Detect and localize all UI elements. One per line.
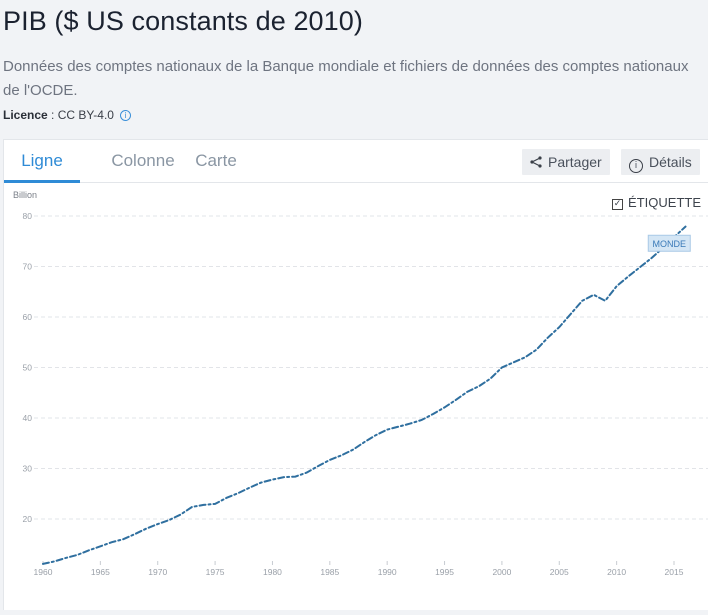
checkbox-checked-icon[interactable]: ✓ <box>612 199 624 210</box>
series-line-monde <box>42 225 687 565</box>
licence-line: Licence : CC BY-4.0 i <box>3 108 131 122</box>
series-label-text: MONDE <box>653 239 687 249</box>
series-label-box <box>647 234 691 252</box>
x-tick-label: 1960 <box>34 567 53 577</box>
y-tick-label: 80 <box>23 211 33 221</box>
x-tick-label: 2000 <box>492 567 511 577</box>
tab-carte[interactable]: Carte <box>195 151 237 170</box>
licence-label: Licence <box>3 108 48 122</box>
page-title: PIB ($ US constants de 2010) <box>3 6 363 36</box>
tab-ligne[interactable]: Ligne <box>4 140 80 183</box>
share-icon <box>530 150 542 176</box>
chart-canvas: 20 30 40 50 60 70 80 1960 1965 1970 1975 1980 1985 19… <box>23 211 708 577</box>
y-tick-label: 30 <box>23 464 33 474</box>
x-tick-label: 2005 <box>550 567 569 577</box>
x-tick-label: 2015 <box>665 567 684 577</box>
label-toggle-text: ÉTIQUETTE <box>628 195 701 210</box>
tab-colonne[interactable]: Colonne <box>111 151 175 170</box>
share-label: Partager <box>548 154 602 170</box>
series-label: MONDE <box>647 234 691 252</box>
chart-panel: Ligne Colonne Carte Partager i Détails Bi… <box>3 139 708 610</box>
licence-value: CC BY-4.0 <box>57 108 114 122</box>
y-tick-label: 70 <box>23 262 33 272</box>
source-description: Données des comptes nationaux de la Banq… <box>3 58 689 99</box>
info-circle-icon[interactable]: i <box>119 110 131 121</box>
x-tick-label: 1980 <box>263 567 282 577</box>
details-label: Détails <box>649 154 692 170</box>
line-chart: Billion ✓ ÉTIQUETTE 20 30 40 50 60 70 80 1960 196… <box>4 183 708 610</box>
chart-type-tabs: Ligne Colonne Carte Partager i Détails <box>4 140 708 183</box>
x-tick-label: 1995 <box>435 567 454 577</box>
x-tick-label: 1965 <box>91 567 110 577</box>
share-button[interactable]: Partager <box>522 149 610 175</box>
details-button[interactable]: i Détails <box>621 149 700 175</box>
info-circle-icon: i <box>629 159 643 173</box>
x-tick-label: 2010 <box>607 567 626 577</box>
x-tick-label: 1975 <box>206 567 225 577</box>
y-tick-label: 40 <box>23 413 33 423</box>
x-tick-label: 1990 <box>378 567 397 577</box>
y-tick-label: 20 <box>23 514 33 524</box>
licence-separator: : <box>47 108 58 122</box>
y-tick-label: 50 <box>23 363 33 373</box>
label-toggle[interactable]: ✓ ÉTIQUETTE <box>612 195 701 210</box>
y-axis-unit-label: Billion <box>13 190 38 200</box>
y-tick-label: 60 <box>23 312 33 322</box>
x-tick-label: 1985 <box>320 567 339 577</box>
x-tick-label: 1970 <box>148 567 167 577</box>
